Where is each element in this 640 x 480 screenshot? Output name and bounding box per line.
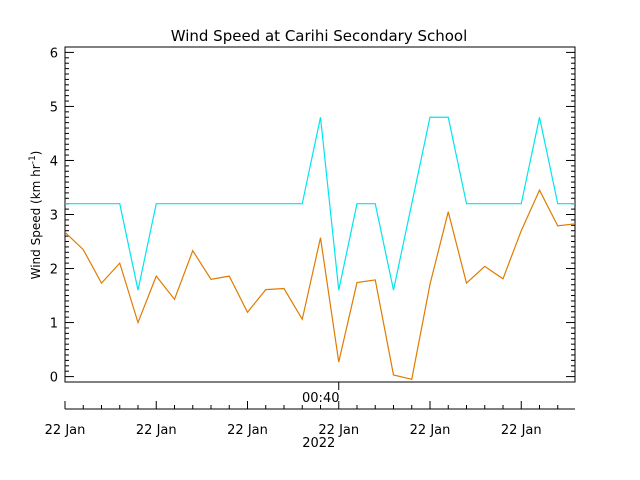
plot-frame: [64, 46, 576, 383]
y-tick-label: 5: [50, 100, 58, 115]
time-marker-label: 00:40: [302, 391, 339, 406]
y-axis-label-close: ): [29, 151, 43, 156]
y-axis: 0 1 2 3 4 5 6: [50, 46, 575, 386]
y-axis-label-main: Wind Speed (km hr: [29, 164, 43, 279]
chart-title: Wind Speed at Carihi Secondary School: [171, 27, 468, 45]
y-tick-label: 3: [50, 209, 58, 224]
series-line-1: [65, 188, 575, 381]
y-tick-label: 0: [50, 371, 58, 386]
x-tick-label: 22 Jan: [45, 423, 86, 438]
x-tick-label: 22 Jan: [136, 423, 177, 438]
x-tick-label: 22 Jan: [318, 423, 359, 438]
y-tick-label: 4: [50, 154, 58, 169]
x-tick-label: 22 Jan: [501, 423, 542, 438]
x-axis: 22 Jan 22 Jan 22 Jan 22 Jan 22 Jan 22 Jan: [45, 382, 575, 438]
y-tick-label: 1: [50, 317, 58, 332]
y-axis-label-superscript: -1: [28, 155, 38, 164]
x-tick-label: 22 Jan: [410, 423, 451, 438]
series-layer: [65, 116, 575, 381]
y-tick-label: 2: [50, 263, 58, 278]
y-tick-label: 6: [50, 46, 58, 61]
y-axis-label: Wind Speed (km hr-1): [28, 151, 43, 280]
x-year-label: 2022: [302, 436, 335, 451]
series-line-0: [65, 116, 575, 291]
plot-border: [64, 46, 576, 383]
x-tick-label: 22 Jan: [227, 423, 268, 438]
